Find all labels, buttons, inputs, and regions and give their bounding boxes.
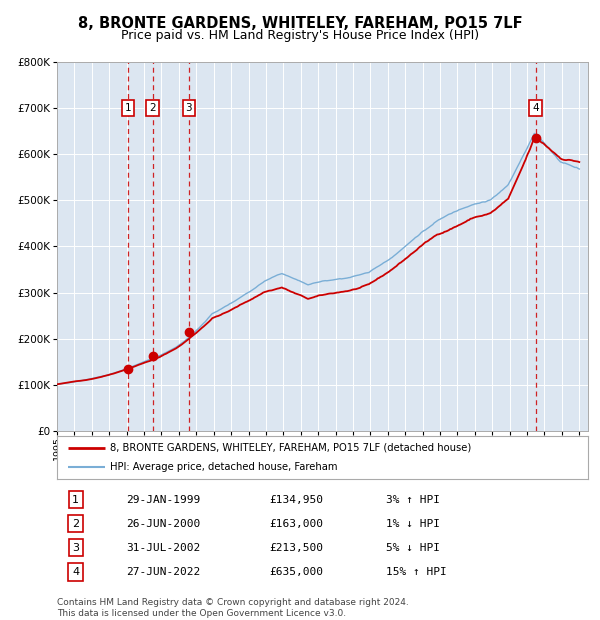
Text: 31-JUL-2002: 31-JUL-2002 [126, 543, 200, 553]
Text: 1: 1 [125, 103, 131, 113]
Text: Price paid vs. HM Land Registry's House Price Index (HPI): Price paid vs. HM Land Registry's House … [121, 29, 479, 42]
Text: 8, BRONTE GARDENS, WHITELEY, FAREHAM, PO15 7LF (detached house): 8, BRONTE GARDENS, WHITELEY, FAREHAM, PO… [110, 443, 472, 453]
Text: £134,950: £134,950 [269, 495, 323, 505]
Text: 27-JUN-2022: 27-JUN-2022 [126, 567, 200, 577]
Text: Contains HM Land Registry data © Crown copyright and database right 2024.: Contains HM Land Registry data © Crown c… [57, 598, 409, 607]
Text: 1% ↓ HPI: 1% ↓ HPI [386, 519, 440, 529]
Text: 1: 1 [72, 495, 79, 505]
Text: 15% ↑ HPI: 15% ↑ HPI [386, 567, 447, 577]
Text: £163,000: £163,000 [269, 519, 323, 529]
Text: 3: 3 [185, 103, 192, 113]
Text: 4: 4 [72, 567, 79, 577]
Text: 3% ↑ HPI: 3% ↑ HPI [386, 495, 440, 505]
Text: 3: 3 [72, 543, 79, 553]
Text: 8, BRONTE GARDENS, WHITELEY, FAREHAM, PO15 7LF: 8, BRONTE GARDENS, WHITELEY, FAREHAM, PO… [77, 16, 523, 31]
Text: £213,500: £213,500 [269, 543, 323, 553]
Text: 26-JUN-2000: 26-JUN-2000 [126, 519, 200, 529]
Text: 2: 2 [149, 103, 156, 113]
Text: 29-JAN-1999: 29-JAN-1999 [126, 495, 200, 505]
Text: 4: 4 [532, 103, 539, 113]
Text: £635,000: £635,000 [269, 567, 323, 577]
Text: 2: 2 [72, 519, 79, 529]
Text: This data is licensed under the Open Government Licence v3.0.: This data is licensed under the Open Gov… [57, 609, 346, 618]
Text: HPI: Average price, detached house, Fareham: HPI: Average price, detached house, Fare… [110, 463, 338, 472]
Text: 5% ↓ HPI: 5% ↓ HPI [386, 543, 440, 553]
